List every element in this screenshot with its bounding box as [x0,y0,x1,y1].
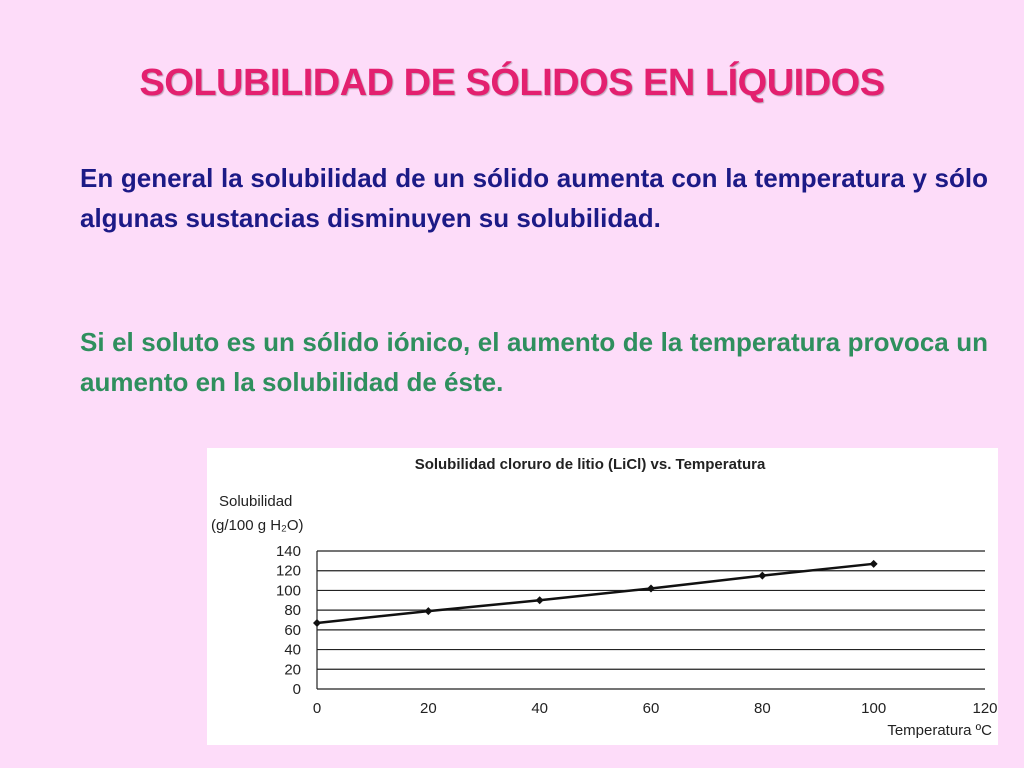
y-axis-label: (g/100 g H₂O) [211,517,304,534]
x-tick-label: 100 [861,700,886,717]
x-tick-label: 20 [420,700,437,717]
y-tick-label: 140 [276,543,301,560]
x-tick-label: 80 [754,700,771,717]
data-point [869,559,878,568]
data-point [424,607,433,616]
x-axis-label: Temperatura ºC [887,722,992,739]
data-point [758,571,767,580]
paragraph: Si el soluto es un sólido iónico, el aum… [80,327,988,397]
x-tick-label: 0 [313,700,321,717]
y-tick-label: 100 [276,582,301,599]
y-tick-label: 80 [284,602,301,619]
chart: Solubilidad cloruro de litio (LiCl) vs. … [211,456,998,739]
data-line [316,562,874,625]
data-point [535,596,544,605]
y-tick-label: 60 [284,622,301,639]
x-tick-label: 60 [643,700,660,717]
y-tick-label: 20 [284,661,301,678]
chart-panel: Solubilidad cloruro de litio (LiCl) vs. … [207,448,998,745]
data-point [647,584,655,593]
y-axis-label: Solubilidad [219,493,292,510]
paragraph: En general la solubilidad de un sólido a… [80,163,988,233]
y-tick-label: 40 [284,642,301,659]
x-tick-label: 40 [531,700,548,717]
y-tick-label: 0 [293,681,301,698]
x-tick-label: 120 [972,700,997,717]
data-point [313,618,321,627]
slide-title: SOLUBILIDAD DE SÓLIDOS EN LÍQUIDOS [139,62,885,104]
chart-title: Solubilidad cloruro de litio (LiCl) vs. … [415,456,766,473]
y-tick-label: 120 [276,563,301,580]
